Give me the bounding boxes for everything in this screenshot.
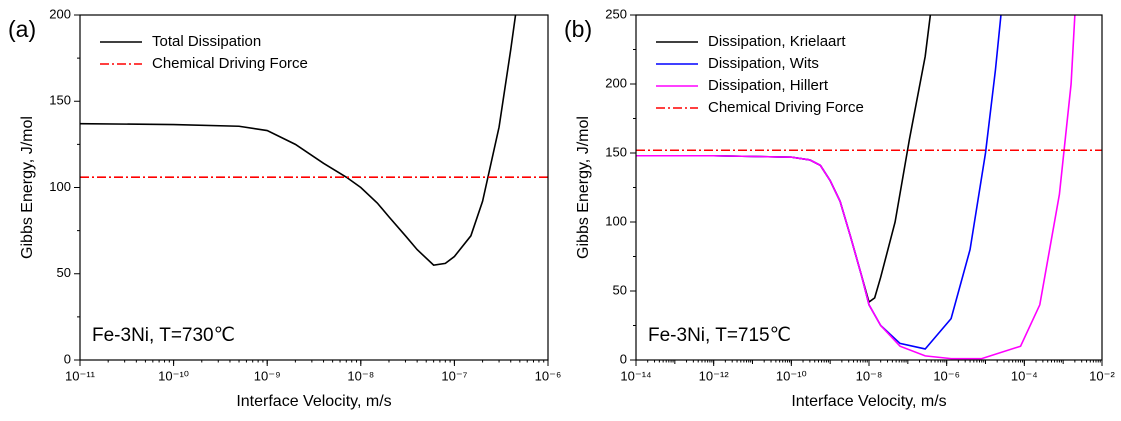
legend-label: Total Dissipation bbox=[152, 33, 261, 50]
y-tick-label: 200 bbox=[605, 75, 627, 90]
x-tick-label: 10⁻² bbox=[1089, 368, 1115, 383]
y-tick-label: 0 bbox=[64, 351, 71, 366]
x-tick-label: 10⁻⁶ bbox=[933, 368, 960, 383]
series-line bbox=[636, 14, 1076, 360]
x-tick-label: 10⁻¹¹ bbox=[65, 368, 96, 383]
annotation: Fe-3Ni, T=730℃ bbox=[92, 325, 235, 346]
series-line bbox=[79, 14, 517, 266]
x-tick-label: 10⁻⁹ bbox=[254, 368, 281, 383]
legend-label: Dissipation, Hillert bbox=[708, 77, 829, 94]
x-tick-label: 10⁻¹² bbox=[699, 368, 730, 383]
annotation: Fe-3Ni, T=715℃ bbox=[648, 325, 791, 346]
panel: 10⁻¹¹ 10⁻¹⁰ 10⁻⁹ 10⁻⁸ 10⁻⁷ 10⁻⁶ 0 50 100 150 200 To… bbox=[8, 6, 561, 410]
panel: 10⁻¹⁴ 10⁻¹² 10⁻¹⁰ 10⁻⁸ 10⁻⁶ 10⁻⁴ 10⁻² 0 50 100 150… bbox=[564, 6, 1115, 410]
x-tick-label: 10⁻⁸ bbox=[856, 368, 883, 383]
plot-frame bbox=[635, 14, 1103, 361]
x-tick-label: 10⁻⁶ bbox=[535, 368, 562, 383]
x-axis-title: Interface Velocity, m/s bbox=[791, 393, 946, 410]
x-tick-label: 10⁻⁴ bbox=[1011, 368, 1038, 383]
panel-label: (b) bbox=[564, 16, 592, 42]
y-tick-label: 50 bbox=[613, 282, 627, 297]
x-axis-title: Interface Velocity, m/s bbox=[236, 393, 391, 410]
y-tick-label: 250 bbox=[605, 6, 627, 21]
x-tick-label: 10⁻⁸ bbox=[347, 368, 374, 383]
y-axis-title: Gibbs Energy, J/mol bbox=[575, 116, 592, 259]
plot-frame bbox=[79, 14, 549, 361]
y-axis-title: Gibbs Energy, J/mol bbox=[19, 116, 36, 259]
legend-label: Chemical Driving Force bbox=[708, 99, 864, 116]
y-tick-label: 100 bbox=[605, 213, 627, 228]
x-tick-label: 10⁻¹⁰ bbox=[158, 368, 189, 383]
y-tick-label: 200 bbox=[49, 6, 71, 21]
y-tick-label: 150 bbox=[49, 93, 71, 108]
x-tick-label: 10⁻¹⁴ bbox=[620, 368, 651, 383]
y-tick-label: 50 bbox=[57, 265, 71, 280]
panel-label: (a) bbox=[8, 16, 36, 42]
legend-label: Chemical Driving Force bbox=[152, 55, 308, 72]
legend-label: Dissipation, Krielaart bbox=[708, 33, 846, 50]
y-tick-label: 100 bbox=[49, 179, 71, 194]
y-tick-label: 0 bbox=[620, 351, 627, 366]
legend-label: Dissipation, Wits bbox=[708, 55, 819, 72]
x-tick-label: 10⁻⁷ bbox=[441, 368, 467, 383]
y-tick-label: 150 bbox=[605, 144, 627, 159]
x-tick-label: 10⁻¹⁰ bbox=[776, 368, 807, 383]
